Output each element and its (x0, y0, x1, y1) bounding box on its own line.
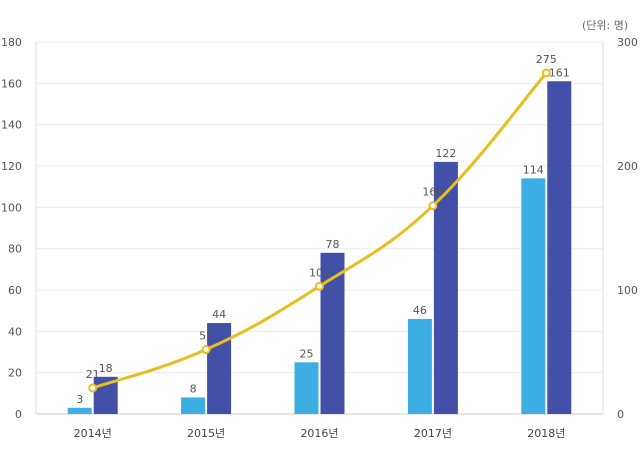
y-left-tick-label: 160 (1, 77, 22, 90)
bar (294, 362, 319, 414)
y-right-tick-label: 300 (617, 36, 638, 49)
x-tick-label: 2016년 (300, 427, 338, 440)
line-data-label: 275 (536, 53, 557, 66)
line-point (315, 281, 324, 291)
y-left-tick-label: 140 (1, 119, 22, 132)
line-data-label: 52 (199, 330, 213, 343)
bar-data-label: 25 (300, 347, 314, 360)
bar (547, 81, 572, 415)
bar (181, 397, 206, 414)
line-point (88, 383, 98, 393)
y-left-tick-label: 60 (8, 284, 22, 297)
line-point (428, 201, 438, 211)
line-point (541, 68, 551, 78)
bar-data-label: 122 (435, 147, 456, 160)
x-tick-label: 2017년 (414, 427, 452, 440)
bar-data-label: 161 (549, 66, 570, 79)
bar-data-label: 46 (413, 304, 427, 317)
bar (67, 407, 92, 414)
y-left-tick-label: 20 (8, 367, 22, 380)
y-right-tick-label: 200 (617, 160, 638, 173)
bar (407, 318, 432, 414)
y-left-tick-label: 120 (1, 160, 22, 173)
line-data-label: 168 (422, 186, 443, 199)
bar (521, 178, 546, 414)
line-data-label: 103 (309, 266, 330, 279)
y-left-tick-label: 80 (8, 243, 22, 256)
bar-data-label: 8 (190, 382, 197, 395)
y-left-tick-label: 100 (1, 201, 22, 214)
bar-data-label: 78 (326, 238, 340, 251)
bar-data-label: 114 (523, 163, 544, 176)
bar (433, 161, 458, 414)
line-data-label: 21 (86, 368, 100, 381)
y-left-tick-label: 180 (1, 36, 22, 49)
y-right-tick-label: 0 (617, 408, 624, 421)
y-right-tick-label: 100 (617, 284, 638, 297)
y-left-tick-label: 0 (15, 408, 22, 421)
line-point (201, 345, 211, 355)
bar-data-label: 18 (99, 362, 113, 375)
x-tick-label: 2014년 (74, 427, 112, 440)
bar-data-label: 3 (76, 393, 83, 406)
series-line (92, 72, 548, 390)
y-left-tick-label: 40 (8, 325, 22, 338)
x-tick-label: 2015년 (187, 427, 225, 440)
unit-label: (단위: 명) (582, 19, 629, 32)
x-tick-label: 2018년 (527, 427, 565, 440)
bar-data-label: 44 (212, 308, 226, 321)
